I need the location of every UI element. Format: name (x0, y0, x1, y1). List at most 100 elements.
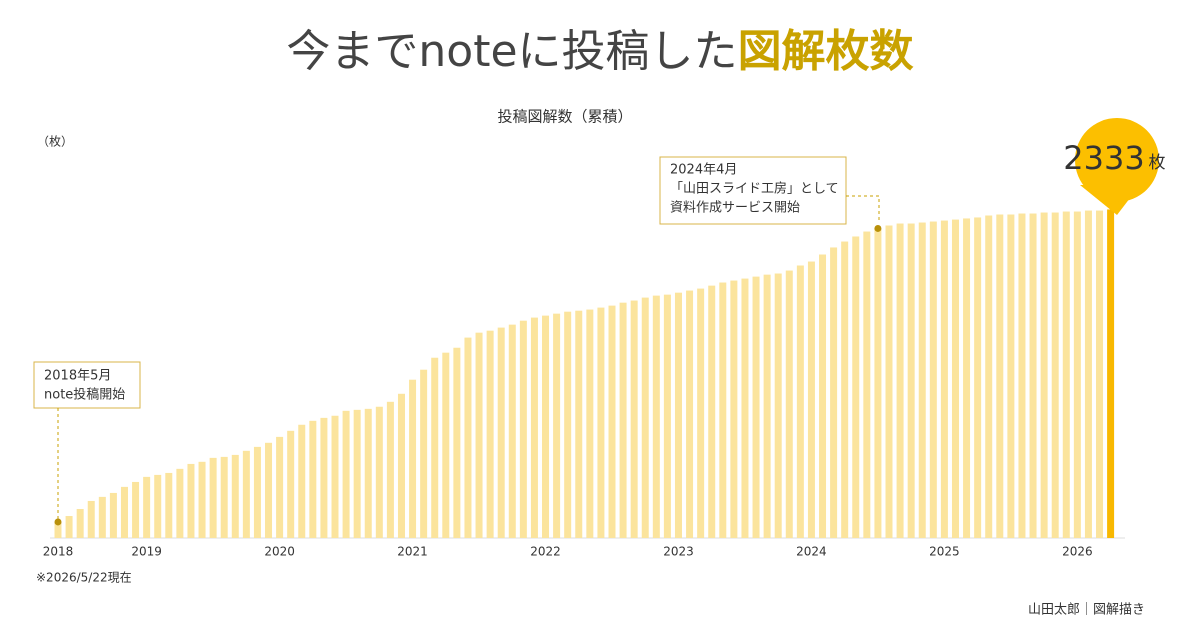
bar (132, 481, 140, 538)
bar (497, 327, 505, 538)
x-tick-label: 2023 (663, 545, 694, 559)
bar (1018, 213, 1026, 538)
bar (940, 220, 948, 539)
title-main: 今までnoteに投稿した (286, 26, 737, 77)
y-unit: （枚） (37, 134, 73, 149)
bar (752, 276, 760, 538)
bar (819, 254, 827, 538)
bar (564, 311, 572, 538)
bar (475, 332, 483, 538)
chart-subtitle: 投稿図解数（累積） (497, 108, 632, 126)
x-tick-label: 2019 (131, 545, 162, 559)
x-tick-label: 2018 (43, 545, 74, 559)
bar (253, 446, 261, 538)
bar (353, 409, 361, 538)
chart-title: 今までnoteに投稿した図解枚数 (286, 26, 913, 77)
bar (996, 214, 1004, 538)
bar (608, 305, 616, 538)
x-tick-label: 2021 (397, 545, 428, 559)
bar (542, 315, 550, 538)
bar (963, 218, 971, 539)
bar (841, 241, 849, 538)
bar (830, 247, 838, 539)
bar (287, 430, 295, 538)
total-value: 2333 (1063, 139, 1144, 177)
bar (431, 357, 439, 538)
bar (553, 313, 561, 538)
bar (619, 302, 627, 538)
bar (464, 337, 472, 538)
bar (785, 270, 793, 538)
bar (885, 225, 893, 538)
bar (674, 292, 682, 538)
bar (342, 410, 350, 538)
x-tick-label: 2026 (1062, 545, 1093, 559)
bar (929, 221, 937, 539)
bar (65, 516, 73, 538)
bar (242, 450, 250, 538)
bar (442, 352, 450, 538)
bar (852, 236, 860, 538)
bar (652, 295, 660, 538)
total-unit: 枚 (1149, 153, 1166, 173)
bar (586, 309, 594, 538)
bar (1040, 212, 1048, 538)
bar (697, 288, 705, 538)
footnote: ※2026/5/22現在 (36, 571, 132, 585)
bar (109, 492, 117, 538)
annotation-dot (54, 518, 62, 526)
bar (98, 496, 106, 538)
bar (176, 468, 184, 538)
bar (397, 393, 405, 538)
bar (918, 222, 926, 539)
bar (686, 290, 694, 538)
bar (863, 231, 871, 538)
bar (1051, 212, 1059, 538)
x-tick-label: 2020 (264, 545, 295, 559)
bar (575, 310, 583, 538)
bar (76, 508, 84, 538)
bar (220, 456, 228, 538)
annotation-text: 資料作成サービス開始 (670, 201, 800, 216)
annotation-text: note投稿開始 (44, 387, 125, 403)
bar (708, 285, 716, 538)
bar (209, 457, 217, 538)
annotation-text: 2018年5月 (44, 369, 111, 384)
bar (630, 300, 638, 538)
annotation-box (33, 361, 141, 409)
bar (320, 417, 328, 538)
bar (807, 261, 815, 538)
annotation-text: 「山田スライド工房」として (670, 181, 839, 197)
bar (375, 406, 383, 538)
bar (763, 274, 771, 538)
bar (985, 215, 993, 538)
annotation-text: 2024年4月 (670, 163, 737, 178)
bar (641, 297, 649, 538)
bar (508, 324, 516, 538)
bar (663, 294, 671, 538)
bar (951, 219, 959, 538)
bar (364, 408, 372, 538)
bar (386, 401, 394, 538)
bar (120, 486, 128, 538)
x-tick-label: 2022 (530, 545, 561, 559)
bar (198, 461, 206, 538)
bar (298, 424, 306, 538)
bar (154, 474, 162, 538)
annotation-dot (874, 224, 882, 232)
bar (409, 379, 417, 538)
bar (143, 476, 151, 538)
bar (1096, 210, 1104, 538)
bar (1062, 211, 1070, 538)
bar (519, 320, 527, 538)
bar (907, 223, 915, 538)
bar (1007, 214, 1015, 538)
bar (54, 521, 62, 538)
x-tick-label: 2025 (929, 545, 960, 559)
bar (453, 347, 461, 538)
bar (774, 273, 782, 538)
bar (597, 307, 605, 538)
bar (741, 278, 749, 538)
annotation-box (659, 156, 847, 225)
